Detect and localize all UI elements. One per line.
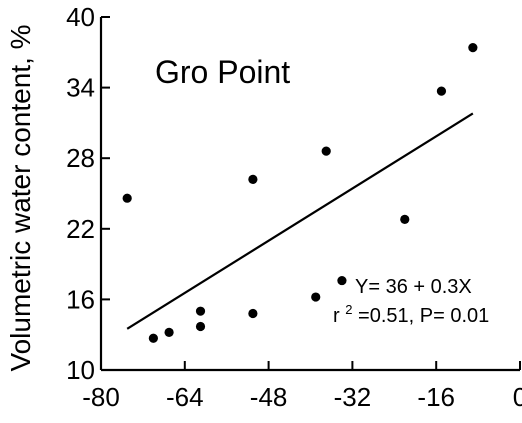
x-tick-label: -64 xyxy=(166,382,204,412)
data-point xyxy=(195,306,206,316)
axes-group xyxy=(99,17,520,372)
y-tick-label: 10 xyxy=(66,355,95,385)
chart-title: Gro Point xyxy=(155,54,290,90)
fit-statistics: r 2 =0.51, P= 0.01 xyxy=(333,297,489,327)
r2-prefix: r xyxy=(333,305,340,327)
x-tick-label: -32 xyxy=(334,382,372,412)
data-point xyxy=(195,321,206,332)
data-point xyxy=(337,275,347,286)
data-point xyxy=(248,174,258,184)
data-point xyxy=(321,146,331,156)
fit-group xyxy=(126,112,474,330)
r2-rest: =0.51, P= 0.01 xyxy=(358,305,489,327)
x-tick-label: -16 xyxy=(417,382,455,412)
data-point xyxy=(400,214,410,224)
y-tick-label: 16 xyxy=(66,284,95,314)
x-tick-label: -48 xyxy=(250,382,288,412)
data-point xyxy=(122,193,132,203)
x-tick-label: -80 xyxy=(82,382,120,412)
r2-superscript: 2 xyxy=(345,302,352,317)
y-tick-label: 34 xyxy=(66,73,95,103)
data-point xyxy=(248,308,258,319)
y-tick-label: 40 xyxy=(66,2,95,32)
data-point xyxy=(164,327,174,337)
points-group xyxy=(122,42,478,343)
y-tick-label: 28 xyxy=(66,143,95,173)
x-tick-label: 0 xyxy=(513,382,522,412)
data-point xyxy=(436,86,447,96)
data-point xyxy=(148,333,158,343)
data-point xyxy=(468,42,478,53)
y-axis-label: Volumetric water content, % xyxy=(5,24,36,371)
data-point xyxy=(311,292,321,302)
y-tick-label: 22 xyxy=(66,214,95,244)
fit-equation: Y= 36 + 0.3X xyxy=(355,276,472,298)
regression-line xyxy=(126,112,474,330)
ticks-group: -80 -64 -48 -32 -16 0 10 16 22 28 34 40 xyxy=(66,2,522,412)
